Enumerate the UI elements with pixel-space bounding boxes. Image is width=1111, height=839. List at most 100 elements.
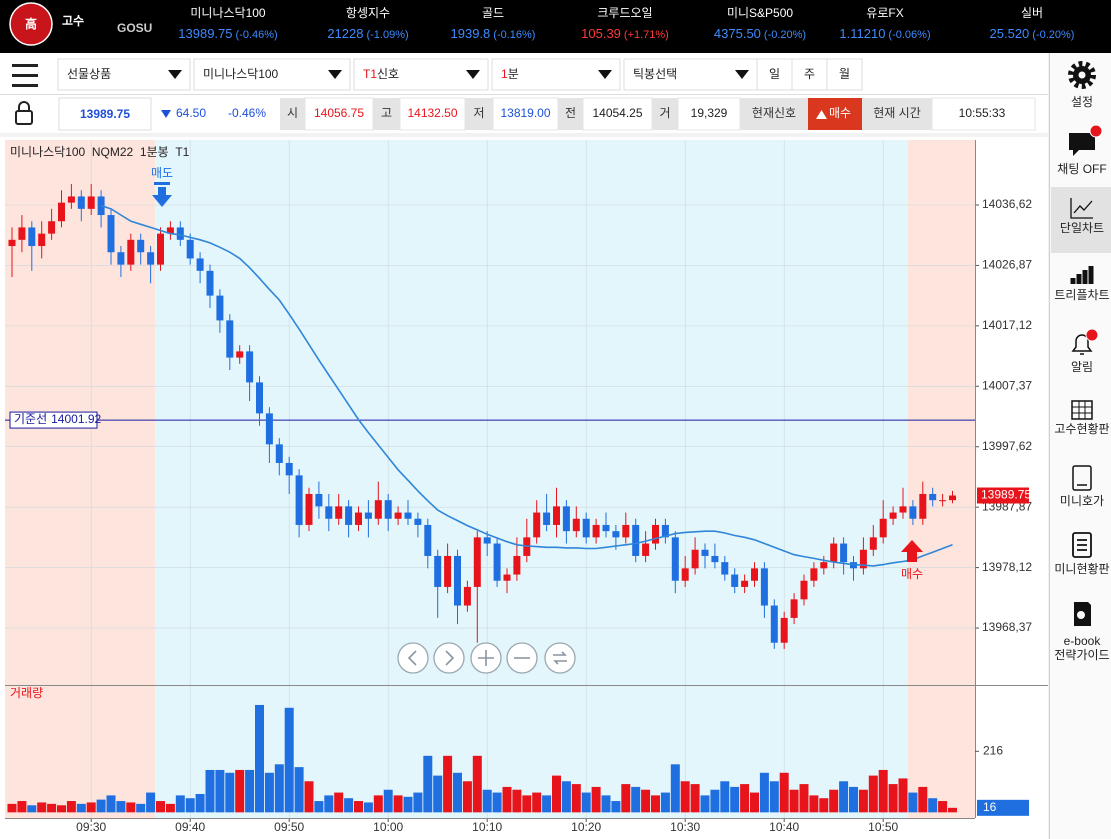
- ticker-change: (-1.09%): [366, 29, 408, 41]
- field-label: 전: [565, 106, 576, 120]
- volume-bar: [37, 802, 47, 813]
- volume-bar: [86, 802, 96, 813]
- bell-icon: [1071, 334, 1093, 355]
- volume-bar: [928, 798, 938, 813]
- candle-body: [364, 512, 372, 519]
- volume-bar: [423, 755, 433, 813]
- candle-body: [533, 512, 541, 538]
- volume-bar: [413, 792, 423, 813]
- candle-body: [77, 196, 85, 209]
- candle-body: [463, 586, 471, 606]
- field-label-box: [652, 98, 678, 130]
- zoom-button[interactable]: [544, 642, 576, 674]
- candle-body: [909, 506, 917, 519]
- sidebar-label[interactable]: 전략가이드: [1054, 648, 1109, 662]
- volume-bar: [809, 795, 819, 813]
- quote-change: 64.50: [176, 106, 206, 120]
- candle-body: [770, 605, 778, 643]
- candle-body: [206, 270, 214, 296]
- select-box[interactable]: [623, 58, 758, 91]
- select-box[interactable]: [353, 58, 489, 91]
- volume-bar: [839, 781, 849, 813]
- volume-bar: [858, 789, 868, 813]
- select-arrow: [598, 70, 612, 79]
- x-tick-label: 09:30: [76, 820, 106, 834]
- candle-body: [295, 475, 303, 525]
- sidebar-label[interactable]: 미니현황판: [1054, 562, 1109, 576]
- alert-badge: [1085, 328, 1099, 342]
- candle-body: [325, 506, 333, 519]
- volume-bar: [690, 784, 700, 813]
- bar-chart-icon: [1088, 266, 1094, 284]
- candle-body: [196, 258, 204, 271]
- select-arrow: [328, 70, 342, 79]
- select-text: 신호: [377, 67, 399, 81]
- volume-bar: [27, 805, 37, 813]
- period-button[interactable]: [826, 58, 863, 91]
- volume-bar: [571, 784, 581, 813]
- sidebar-label[interactable]: 트리플차트: [1054, 288, 1109, 302]
- ticker-name: 미니S&P500: [727, 6, 793, 20]
- volume-bar: [849, 786, 858, 813]
- candle-body: [711, 555, 719, 563]
- select-box[interactable]: [193, 58, 351, 91]
- list-icon: [1072, 532, 1092, 558]
- candle-body: [127, 239, 135, 265]
- sidebar-label[interactable]: 단일차트: [1060, 221, 1104, 235]
- ticker-name: 크루드오일: [597, 6, 652, 20]
- menu-icon-bar: [12, 84, 38, 87]
- bar-chart-icon: [1070, 278, 1076, 284]
- candle-body: [355, 512, 362, 525]
- logo-sub: GOSU: [117, 21, 152, 35]
- candle-body: [572, 518, 580, 532]
- volume-bar: [354, 801, 363, 813]
- table-icon: [1072, 401, 1092, 419]
- candle-body: [137, 239, 145, 253]
- y-tick-label: 13997,62: [982, 439, 1032, 453]
- volume-bar: [383, 789, 393, 813]
- candle-body: [889, 512, 897, 519]
- select-box[interactable]: [57, 58, 191, 91]
- sidebar-label[interactable]: 고수현황판: [1054, 422, 1109, 436]
- sidebar-label[interactable]: 채팅 OFF: [1057, 162, 1106, 176]
- last-price: 13989.75: [981, 488, 1031, 502]
- volume-bar: [165, 803, 175, 813]
- menu-icon-bar: [12, 74, 38, 77]
- zoom-button[interactable]: [433, 642, 465, 674]
- candle-body: [830, 543, 838, 563]
- x-tick-label: 10:00: [373, 820, 403, 834]
- sidebar-label[interactable]: 미니호가: [1060, 494, 1104, 508]
- volume-bar: [185, 798, 195, 813]
- sidebar-label[interactable]: 설정: [1071, 95, 1093, 109]
- menu-icon-bar: [12, 64, 38, 67]
- candle-body: [285, 462, 293, 476]
- ticker-name: 골드: [482, 6, 504, 20]
- candle-body: [483, 537, 491, 544]
- ticker-change: (-0.06%): [888, 29, 930, 41]
- zoom-icon: [478, 650, 494, 666]
- candle-body: [454, 555, 461, 606]
- volume-title: 거래량: [10, 686, 43, 700]
- select-arrow: [466, 70, 480, 79]
- candle-body: [226, 320, 234, 358]
- select-box[interactable]: [491, 58, 621, 91]
- candle-body: [899, 506, 907, 513]
- last-volume-tag: [977, 799, 1029, 816]
- sidebar-label[interactable]: 알림: [1071, 360, 1093, 374]
- sidebar-label[interactable]: e-book: [1064, 634, 1102, 648]
- period-button[interactable]: [791, 58, 828, 91]
- period-button[interactable]: [756, 58, 793, 91]
- select-arrow: [168, 70, 182, 79]
- ticker-name: 미니나스닥100: [190, 6, 266, 20]
- volume-bar: [264, 772, 274, 813]
- volume-bar: [136, 803, 146, 813]
- field-value-box: [582, 97, 653, 131]
- sell-arrow: [152, 187, 172, 207]
- book-icon-mark: [1077, 611, 1085, 619]
- field-label: 고: [381, 106, 392, 120]
- candle-body: [186, 239, 194, 259]
- volume-bar: [304, 781, 314, 813]
- logo: 고수: [62, 14, 84, 28]
- zoom-button[interactable]: [397, 642, 429, 674]
